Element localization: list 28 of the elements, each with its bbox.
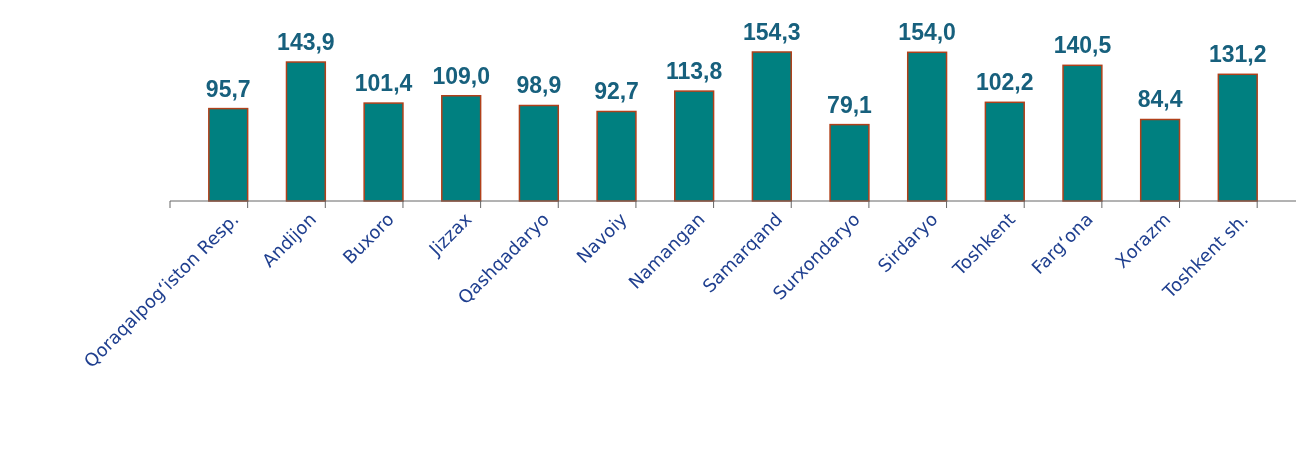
data-label: 154,0 [898,19,956,46]
bar [1217,73,1258,202]
bar [984,101,1025,202]
bar [1139,118,1181,202]
data-label: 109,0 [432,62,490,89]
bar [285,61,327,202]
data-label: 113,8 [666,58,723,85]
data-label: 140,5 [1053,32,1112,59]
data-label: 98,9 [516,72,562,99]
bar [751,51,792,202]
data-label: 79,1 [827,91,873,118]
data-label: 131,2 [1208,41,1267,68]
bar [906,51,948,202]
data-label: 101,4 [354,70,413,97]
data-label: 92,7 [594,78,639,105]
data-label: 102,2 [976,69,1034,96]
bar [441,94,482,202]
data-label: 154,3 [743,19,801,45]
bar [829,123,870,202]
bar [674,90,715,202]
bar [596,110,637,202]
bar [1062,64,1103,202]
data-label: 84,4 [1137,86,1183,113]
bar [208,107,249,202]
data-label: 143,9 [277,29,335,56]
data-label: 95,7 [205,75,251,102]
bar [363,102,404,202]
bar [518,104,560,202]
